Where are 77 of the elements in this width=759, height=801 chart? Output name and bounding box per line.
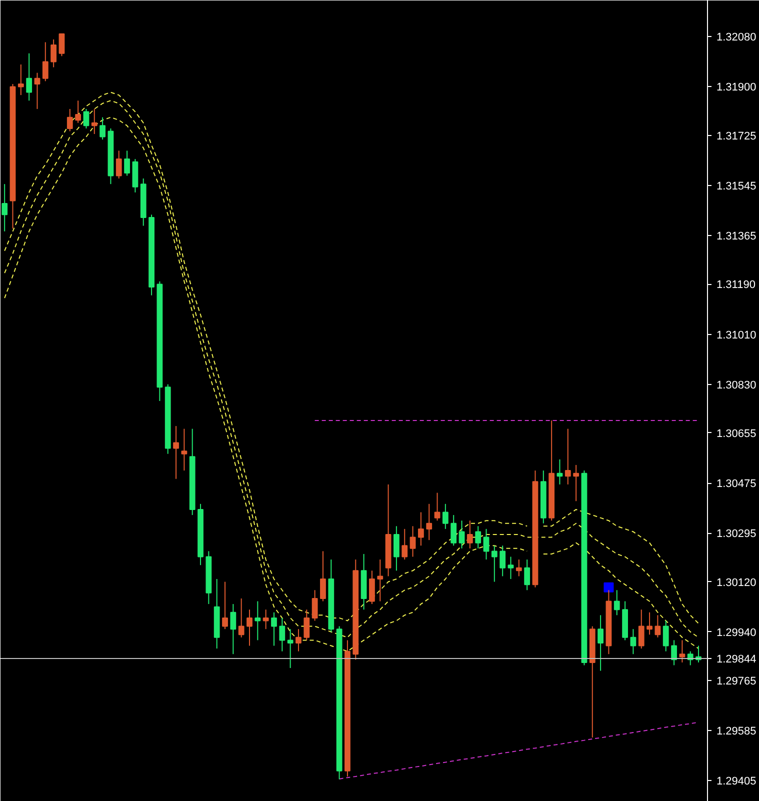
candlestick [491,545,498,582]
candlestick [91,108,98,134]
candlestick [246,609,252,646]
candlestick [42,42,48,82]
y-tick-label: 1.31190 [716,279,756,292]
y-tick-label: 1.29405 [716,776,756,788]
y-tick-label: 1.32080 [716,32,756,44]
candlestick [564,428,571,485]
candlestick [671,640,677,666]
y-tick-label: 1.30475 [716,478,756,490]
candlestick [475,526,482,549]
y-tick-label: 1.31545 [716,180,756,192]
candlestick [124,150,130,176]
y-tick-label: 1.31900 [716,82,756,94]
candlestick [426,503,432,541]
candlestick [598,614,604,672]
candlestick [58,33,65,57]
candlestick [516,559,522,577]
candlestick [394,526,400,572]
candlestick [222,581,228,630]
candlestick [646,612,652,636]
candlestick [654,614,661,638]
candlestick [287,628,294,668]
candlestick [614,590,620,616]
candlestick [238,598,244,638]
candlestick [638,609,644,650]
candlestick [458,520,465,549]
candlestick [630,628,636,655]
candlestick [254,600,261,641]
candlestick [466,520,473,549]
y-tick-label: 1.31725 [716,130,756,142]
candlestick [556,458,563,485]
candlestick [483,528,490,560]
candlestick [66,108,73,132]
candlestick [442,503,448,530]
candlestick [116,150,122,179]
candlestick [679,640,686,663]
candlestick [304,609,310,641]
candlestick [262,609,269,630]
candlestick [402,528,408,560]
candlestick [230,604,236,655]
ref-line-label: 1.29844 [716,654,756,666]
y-tick-label: 1.30120 [716,576,756,589]
y-tick-label: 1.29585 [716,726,756,738]
candlestick [296,628,302,652]
candlestick [50,38,57,68]
candlestick [573,464,580,502]
candlestick [418,512,424,546]
candlestick [18,64,24,96]
y-tick-label: 1.30830 [716,379,756,392]
candlestick [450,514,457,546]
candlestick [369,570,375,605]
candlestick [100,116,106,140]
candlestick [279,617,286,652]
candlestick [2,184,8,232]
y-tick-label: 1.31010 [716,329,756,342]
candlestick [377,559,384,602]
candlestick [500,545,506,577]
candlestick [410,526,416,558]
candlestick [26,52,32,102]
candlestick [508,556,514,580]
candlestick [271,612,277,646]
candlestick [173,426,179,480]
candlestick [83,108,90,129]
candlestick [662,620,669,652]
candlestick [312,590,318,622]
candlestick [75,100,82,124]
candlestick [320,550,326,602]
y-tick-label: 1.31365 [716,230,756,243]
candlestick [524,559,530,591]
y-tick-label: 1.29765 [716,676,756,688]
y-tick-label: 1.30295 [716,528,756,540]
candlestick [181,428,188,472]
candlestick [34,72,40,110]
y-tick-label: 1.30655 [716,428,756,440]
y-tick-label: 1.29940 [716,626,756,639]
candlestick [434,492,440,522]
